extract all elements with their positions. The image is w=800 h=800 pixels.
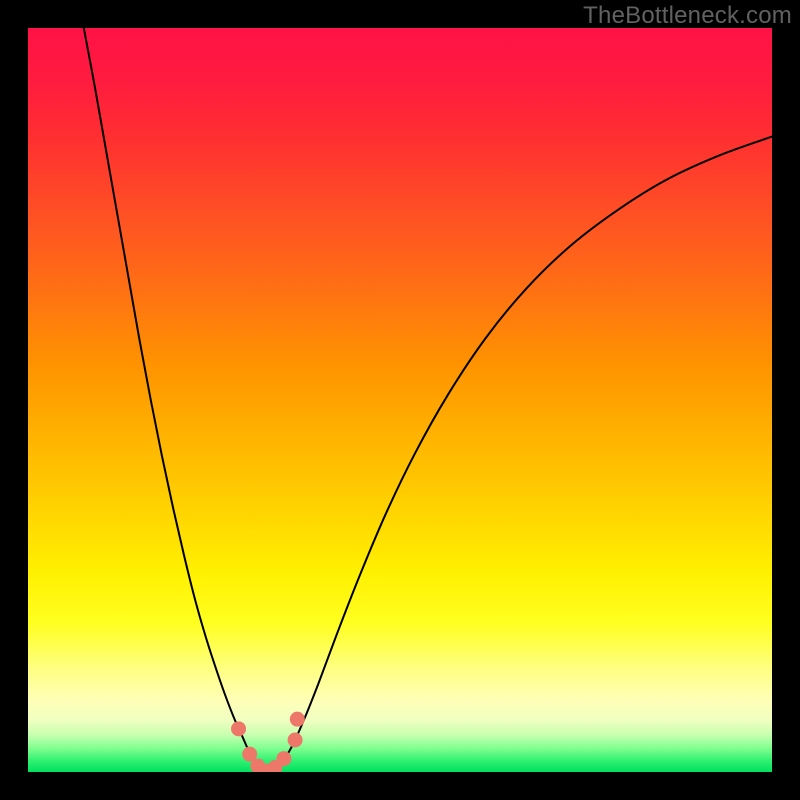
chart-svg — [28, 28, 772, 772]
marker-dot — [290, 712, 305, 727]
watermark-text: TheBottleneck.com — [583, 2, 792, 30]
marker-dot — [231, 721, 246, 736]
plot-area — [28, 28, 772, 772]
gradient-background — [28, 28, 772, 772]
marker-dot — [288, 733, 303, 748]
marker-dot — [276, 751, 291, 766]
outer-frame: TheBottleneck.com — [0, 0, 800, 800]
